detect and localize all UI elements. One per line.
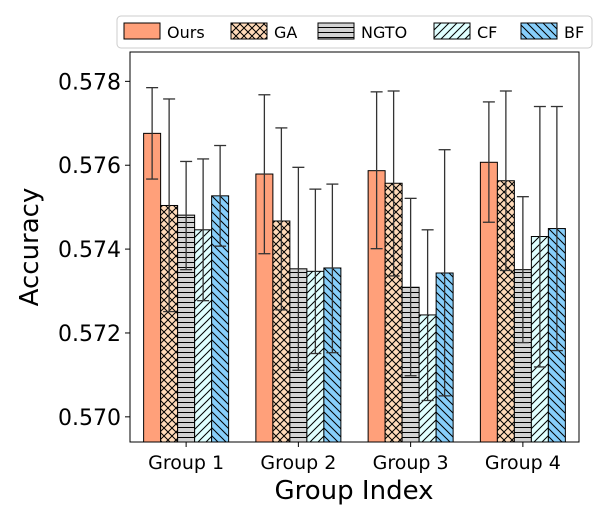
legend-label-ngto: NGTO	[361, 23, 407, 42]
error-bars-layer	[146, 86, 563, 402]
bar-bf-group-1-hatch	[211, 195, 229, 442]
y-axis: 0.570 0.572 0.574 0.576 0.578	[58, 70, 130, 431]
legend-label-ours: Ours	[167, 23, 205, 42]
bar-ga-group-3-hatch	[385, 183, 403, 443]
bar-ngto-group-1-hatch	[177, 215, 195, 442]
bar-ga-group-4-hatch	[497, 180, 515, 442]
y-axis-label: Accuracy	[15, 188, 45, 307]
bar-ours-group-1	[143, 133, 161, 442]
legend-swatch-ours	[124, 23, 160, 39]
x-tick-label-group-2: Group 2	[260, 452, 336, 474]
legend-swatch-ours-outline	[123, 22, 161, 40]
bar-ga-group-2-hatch	[272, 221, 290, 442]
plot-frame	[129, 51, 580, 443]
legend-label-ga: GA	[274, 23, 297, 42]
legend-swatch-cf-hatch	[434, 23, 470, 39]
legend-label-cf: CF	[477, 23, 497, 42]
x-tick-label-group-3: Group 3	[373, 452, 449, 474]
bar-cf-group-1-hatch	[194, 229, 212, 442]
y-tick-label-4: 0.578	[58, 70, 121, 95]
bars-layer	[143, 132, 566, 443]
bar-ga-group-1-hatch	[160, 205, 178, 442]
bar-ngto-group-4-hatch	[514, 269, 532, 442]
x-tick-label-group-1: Group 1	[148, 452, 224, 474]
legend: Ours GA NGTO CF BF	[116, 15, 593, 49]
x-axis-label: Group Index	[275, 476, 434, 506]
legend-swatch-ga-outline	[230, 22, 268, 40]
legend-label-bf: BF	[564, 23, 584, 42]
legend-swatch-bf-outline	[520, 22, 558, 40]
legend-swatch-ngto-outline	[317, 22, 355, 40]
y-tick-label-3: 0.576	[58, 154, 121, 179]
y-tick-label-1: 0.572	[58, 322, 121, 347]
bar-ours-group-2	[255, 174, 273, 442]
y-tick-label-2: 0.574	[58, 238, 121, 263]
legend-swatch-ga-hatch	[231, 23, 267, 39]
x-tick-label-group-4: Group 4	[485, 452, 561, 474]
y-tick-label-0: 0.570	[58, 406, 121, 431]
bar-ours-group-3	[368, 170, 386, 442]
bar-ours-group-4	[480, 162, 498, 442]
bar-cf-group-2-hatch	[306, 271, 324, 442]
legend-swatch-bf-hatch	[521, 23, 557, 39]
x-axis: Group 1 Group 2 Group 3 Group 4	[148, 442, 561, 474]
legend-swatch-cf-outline	[433, 22, 471, 40]
bar-bf-group-2-hatch	[323, 267, 341, 442]
legend-swatch-ngto-hatch	[318, 23, 354, 39]
